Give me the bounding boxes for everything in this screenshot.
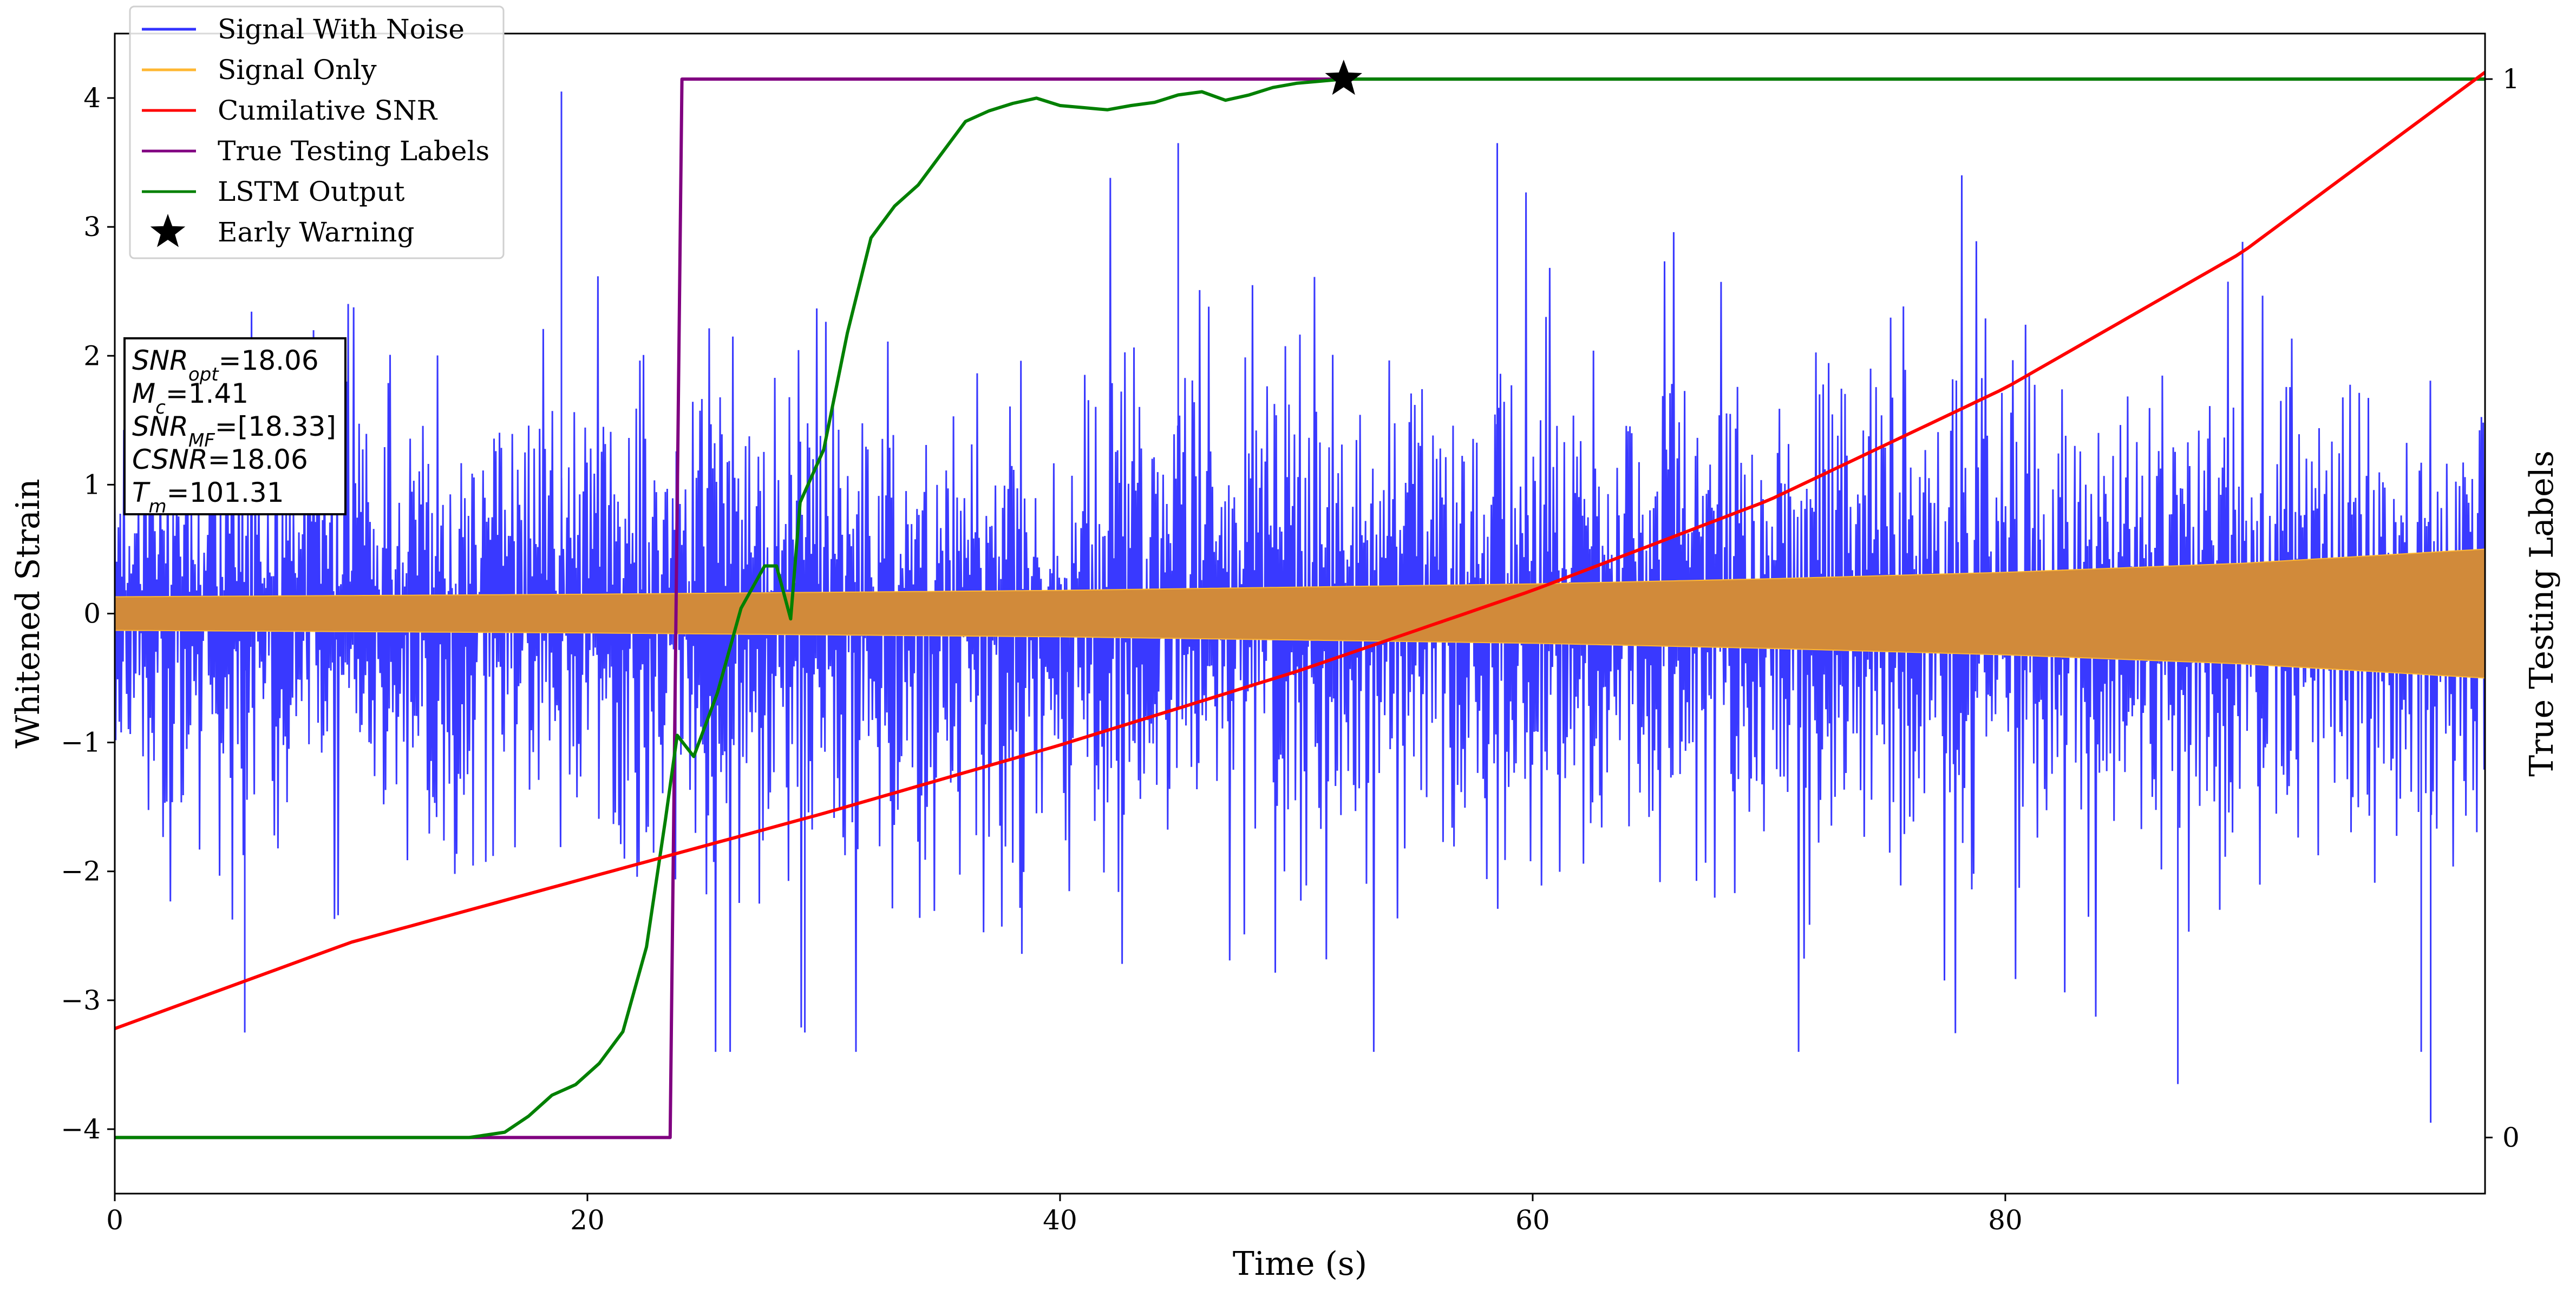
x-tick-label: 0 (106, 1204, 123, 1236)
y-tick-label: 1 (83, 469, 101, 500)
annotation-line: Tm=101.31 (132, 477, 284, 518)
y-tick-label: −2 (61, 856, 101, 887)
legend-label: True Testing Labels (218, 135, 489, 167)
x-tick-label: 60 (1515, 1204, 1550, 1236)
annotation-line: CSNR=18.06 (132, 444, 308, 475)
series-lstm-output (115, 77, 2485, 1139)
y-right-axis-label: True Testing Labels (2523, 450, 2561, 777)
y-tick-label: −4 (61, 1113, 101, 1145)
y-tick-label: 0 (83, 598, 101, 630)
series-signal-only (115, 548, 2485, 679)
y-tick-label: −1 (61, 727, 101, 758)
legend-label: LSTM Output (218, 176, 404, 207)
x-tick-label: 40 (1043, 1204, 1077, 1236)
series-cumilative-snr (115, 70, 2485, 1031)
y-tick-label: −3 (61, 985, 101, 1016)
legend-label: Early Warning (218, 217, 415, 248)
legend-label: Signal With Noise (218, 14, 465, 45)
x-tick-label: 20 (570, 1204, 605, 1236)
y-right-tick-label: 0 (2502, 1122, 2520, 1153)
legend-star-icon (150, 214, 186, 247)
annotation-box-frame (123, 337, 346, 515)
marker-early-warning (1325, 60, 1362, 95)
plot-series (115, 60, 2485, 1139)
y-tick-label: 4 (83, 82, 101, 114)
annotation-line: SNRopt=18.06 (132, 345, 319, 385)
legend-label: Cumilative SNR (218, 95, 437, 126)
x-axis-ticks: 0 20 40 60 80 (106, 1194, 2023, 1236)
x-tick-label: 80 (1988, 1204, 2023, 1236)
series-signal-with-noise (115, 91, 2485, 1123)
y-axis-label: Whitened Strain (9, 479, 47, 748)
y-axis-ticks: −4 −3 −2 −1 0 1 2 3 4 (61, 82, 115, 1145)
y-tick-label: 3 (83, 211, 101, 243)
legend-frame (129, 5, 505, 259)
legend: Signal With Noise Signal Only Cumilative S… (129, 5, 505, 259)
legend-label: Signal Only (218, 54, 377, 86)
y-tick-label: 2 (83, 340, 101, 371)
y-right-tick-label: 1 (2502, 63, 2520, 95)
y-right-axis-ticks: 01 (2485, 63, 2520, 1153)
x-axis-label: Time (s) (1233, 1245, 1367, 1283)
annotation-line: Mc=1.41 (132, 378, 249, 418)
annotation-line: SNRMF=[18.33] (132, 411, 336, 451)
plot-area (115, 70, 2485, 1139)
annotation-box: SNRopt=18.06Mc=1.41SNRMF=[18.33]CSNR=18.… (123, 337, 346, 518)
